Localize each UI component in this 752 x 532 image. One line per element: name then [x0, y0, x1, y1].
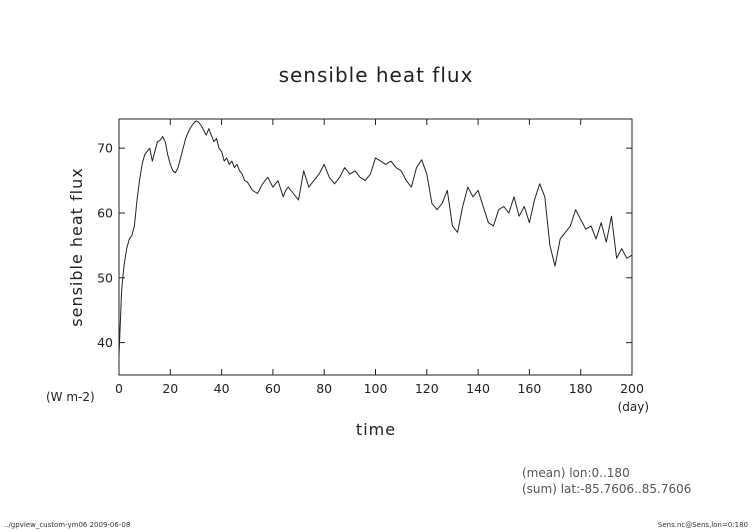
x-axis-unit: (day) — [618, 400, 649, 414]
x-tick-label: 140 — [466, 381, 490, 396]
sum-note: (sum) lat:-85.7606..85.7606 — [522, 482, 691, 496]
y-axis-unit: (W m-2) — [46, 390, 95, 404]
x-tick-label: 120 — [415, 381, 439, 396]
y-axis: 40 50 60 70 — [97, 141, 632, 350]
x-tick-label: 100 — [364, 381, 388, 396]
footer-right: Sens.nc@Sens,lon=0:180 — [658, 521, 748, 529]
x-tick-label: 0 — [115, 381, 123, 396]
x-tick-label: 40 — [214, 381, 230, 396]
footer-left: ../gpview_custom-ym06 2009-06-08 — [4, 521, 130, 529]
x-axis: 0 20 40 60 80 100 120 140 160 180 200 — [115, 119, 644, 396]
y-tick-label: 70 — [97, 141, 113, 156]
mean-note: (mean) lon:0..180 — [522, 466, 630, 480]
x-tick-label: 20 — [162, 381, 178, 396]
x-tick-label: 200 — [620, 381, 644, 396]
y-axis-label: sensible heat flux — [67, 167, 86, 326]
x-tick-label: 180 — [569, 381, 593, 396]
y-tick-label: 40 — [97, 335, 113, 350]
x-tick-label: 160 — [517, 381, 541, 396]
chart-title: sensible heat flux — [279, 63, 474, 87]
plot-area: 0 20 40 60 80 100 120 140 160 180 200 40 50 60 70 — [97, 118, 644, 396]
y-tick-label: 60 — [97, 205, 113, 220]
x-axis-label: time — [356, 420, 396, 439]
x-tick-label: 60 — [265, 381, 281, 396]
series-line — [118, 120, 633, 356]
y-tick-label: 50 — [97, 270, 113, 285]
x-tick-label: 80 — [316, 381, 332, 396]
